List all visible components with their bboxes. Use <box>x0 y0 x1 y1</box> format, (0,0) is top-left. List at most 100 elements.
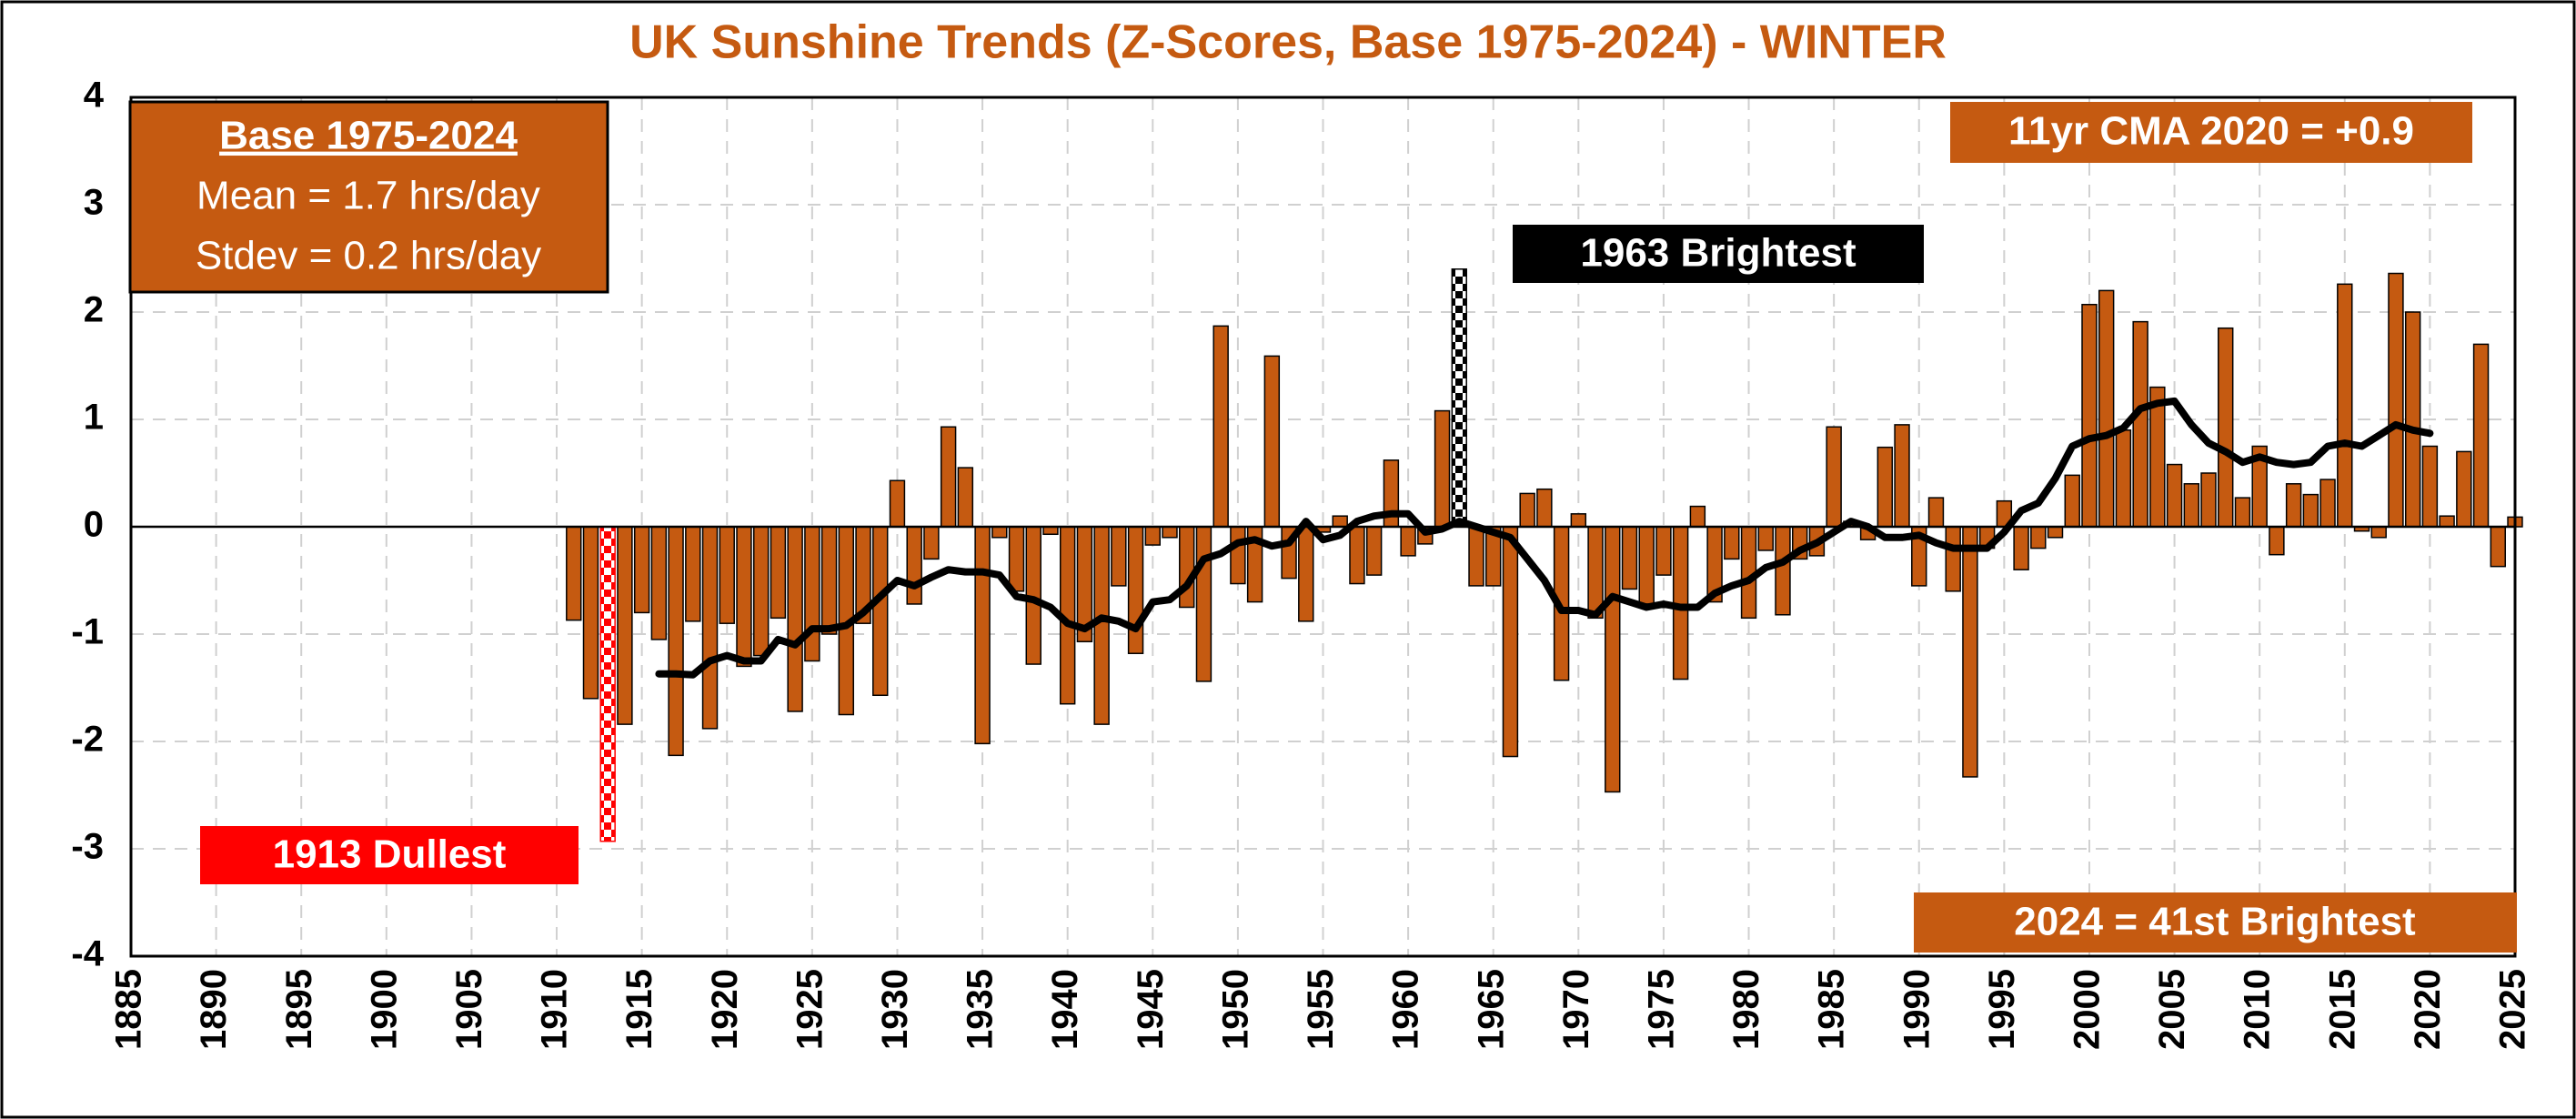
x-tick-label: 1985 <box>1812 969 1852 1050</box>
x-tick-label: 1950 <box>1215 969 1255 1050</box>
y-tick-label: 3 <box>84 183 104 223</box>
x-tick-label: 1890 <box>194 969 234 1050</box>
bar <box>1775 526 1791 616</box>
bar <box>1349 526 1365 585</box>
y-tick-label: -2 <box>71 720 104 760</box>
x-tick-label: 2000 <box>2068 969 2108 1050</box>
bar <box>1127 526 1144 654</box>
x-tick-label: 2005 <box>2152 969 2192 1050</box>
x-tick-label: 1910 <box>535 969 575 1050</box>
y-tick-label: 1 <box>84 398 104 438</box>
bar <box>1724 526 1740 560</box>
bar <box>1877 446 1894 528</box>
x-tick-label: 1975 <box>1641 969 1681 1050</box>
x-tick-label: 1885 <box>109 969 149 1050</box>
bar <box>2370 526 2387 539</box>
y-tick-label: -1 <box>71 612 104 652</box>
annotation-box <box>1914 892 2517 953</box>
bar <box>1263 355 1281 528</box>
bar <box>804 526 820 662</box>
bar <box>1605 526 1621 793</box>
annotation-box <box>1950 102 2472 163</box>
bar <box>752 526 770 657</box>
y-tick-label: -3 <box>71 827 104 867</box>
bar <box>1093 526 1110 725</box>
bar <box>2132 320 2148 528</box>
bar <box>1008 526 1025 592</box>
bar <box>770 526 787 620</box>
bar <box>889 479 906 528</box>
x-tick-label: 2015 <box>2322 969 2362 1050</box>
bar <box>736 526 752 668</box>
lines <box>655 397 2434 679</box>
bar <box>1894 424 1910 528</box>
bar <box>650 526 668 640</box>
bar <box>685 526 701 622</box>
bar <box>1213 325 1229 528</box>
bar <box>2098 289 2115 528</box>
x-tick-label: 1965 <box>1471 969 1511 1050</box>
x-tick-label: 1925 <box>790 969 830 1050</box>
bar <box>1298 526 1314 622</box>
annotation-text: 1913 Dullest <box>273 832 507 877</box>
bar <box>2337 283 2353 528</box>
ticks: -4 -3 -2 -1 0 1 2 3 4 1885 1890 1895 1900 1905 1910 191… <box>71 76 2532 1050</box>
bar <box>2404 311 2421 528</box>
bar <box>582 526 599 700</box>
x-tick-label: 1955 <box>1301 969 1341 1050</box>
bar <box>1927 497 1945 528</box>
bar <box>1826 426 1842 528</box>
bar <box>2439 515 2455 528</box>
annotation-text: Stdev = 0.2 hrs/day <box>196 234 541 278</box>
bar <box>974 526 991 745</box>
x-tick-label: 1960 <box>1386 969 1426 1050</box>
chart-title: UK Sunshine Trends (Z-Scores, Base 1975-… <box>629 16 1947 69</box>
bar <box>2285 483 2302 528</box>
x-tick-label: 1980 <box>1726 969 1766 1050</box>
bar <box>2302 493 2319 528</box>
x-tick-label: 1930 <box>875 969 915 1050</box>
x-tick-label: 1895 <box>279 969 319 1050</box>
bar <box>2319 479 2336 528</box>
bar <box>701 526 719 730</box>
bar <box>1945 526 1961 592</box>
x-tick-label: 1995 <box>1982 969 2022 1050</box>
annotation-box <box>1513 225 1924 283</box>
bar <box>2166 463 2183 528</box>
x-tick-label: 1990 <box>1897 969 1937 1050</box>
bar <box>991 526 1008 539</box>
bar <box>1570 513 1587 528</box>
bar <box>2064 474 2080 528</box>
annotation-text: Base 1975-2024 <box>219 114 518 158</box>
bar <box>906 526 922 605</box>
annotation-text: 11yr CMA 2020 = +0.9 <box>2008 109 2414 154</box>
bar <box>1689 505 1706 528</box>
bar <box>2456 450 2472 528</box>
bar <box>2421 445 2439 528</box>
y-tick-label: 0 <box>84 505 104 545</box>
bar <box>957 467 974 528</box>
bar <box>1365 526 1383 576</box>
y-tick-label: 2 <box>84 290 104 330</box>
x-tick-label: 1900 <box>364 969 404 1050</box>
bar <box>1757 526 1774 551</box>
bar <box>2218 327 2234 528</box>
bar <box>1162 526 1178 539</box>
bar <box>872 526 889 697</box>
bar <box>2490 526 2506 568</box>
bar <box>599 526 616 842</box>
bar <box>668 526 684 757</box>
bar <box>2388 272 2404 528</box>
bar <box>2081 303 2098 528</box>
bar <box>617 526 633 725</box>
x-tick-label: 2010 <box>2238 969 2278 1050</box>
bar <box>1400 526 1416 557</box>
bar <box>1536 488 1553 528</box>
bar <box>2200 472 2217 528</box>
bar <box>719 526 735 624</box>
x-tick-label: 1905 <box>449 969 489 1050</box>
bar <box>633 526 650 614</box>
bar <box>2115 429 2132 528</box>
bar <box>940 426 957 528</box>
